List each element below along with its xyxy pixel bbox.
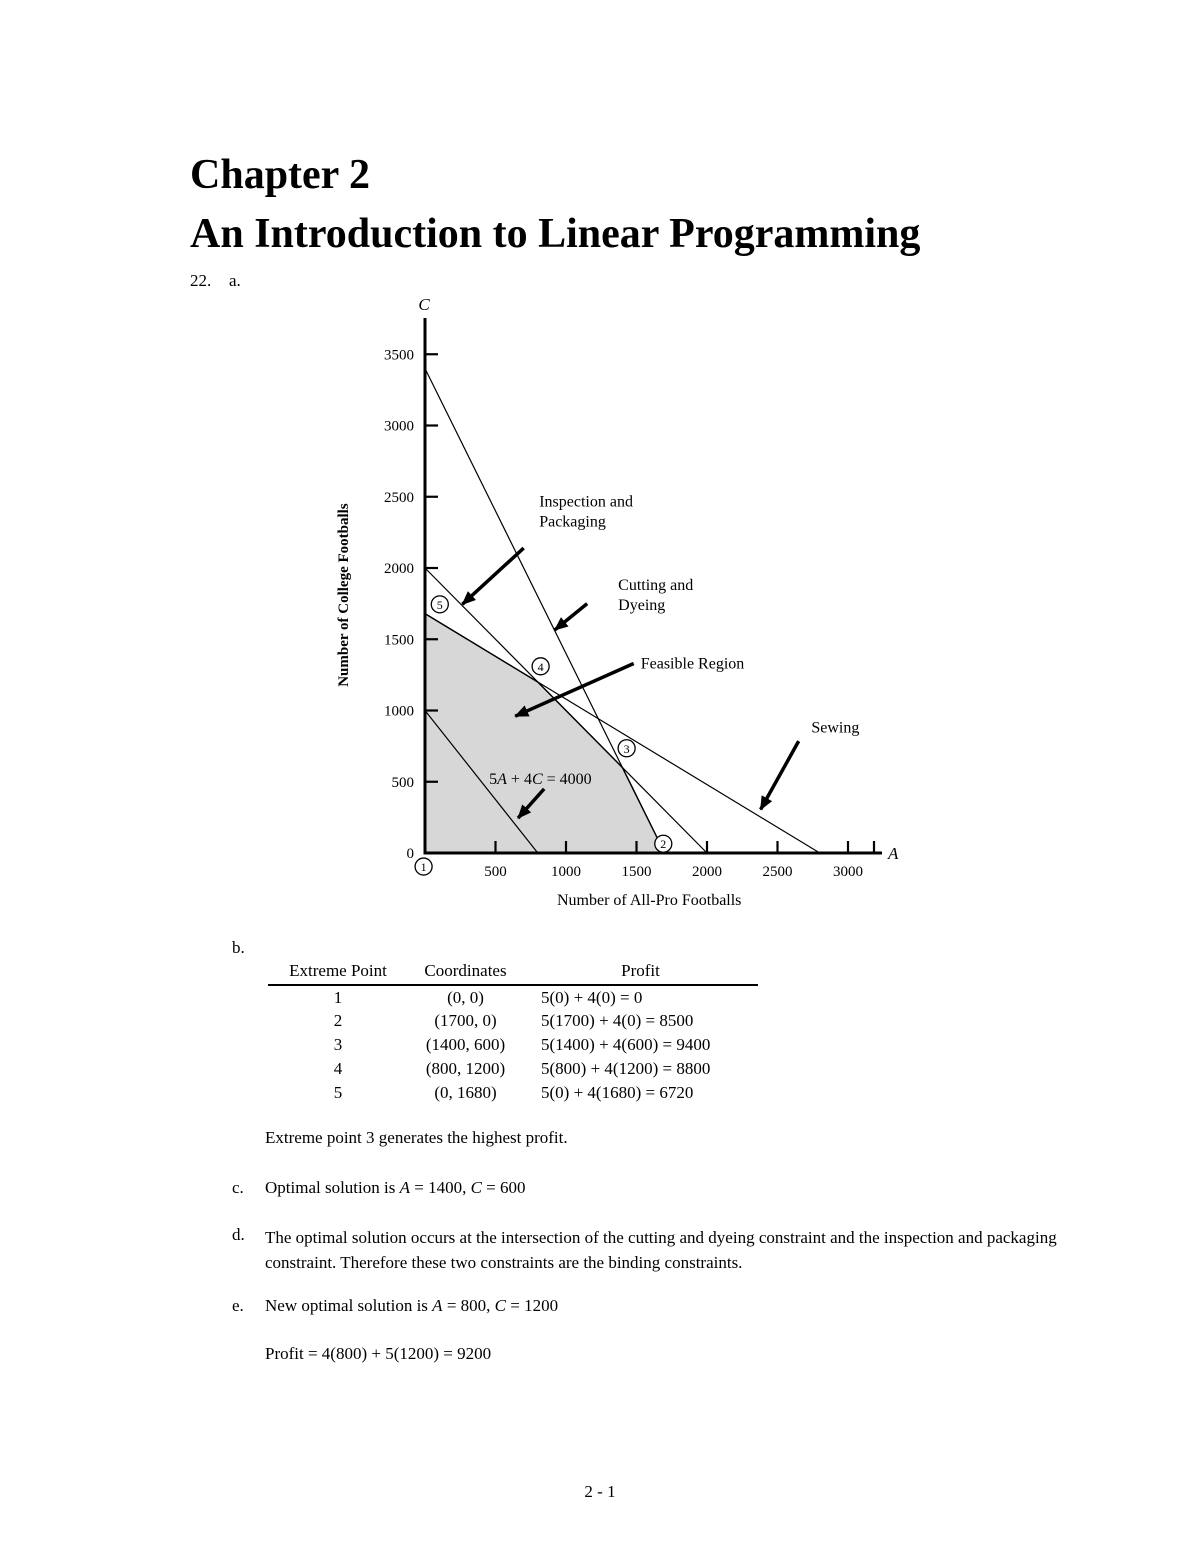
cell-extreme-point: 4 (333, 1059, 343, 1078)
table-header-coordinates: Coordinates (408, 960, 523, 986)
cell-profit: 5(0) + 4(0) = 0 (541, 987, 643, 1007)
extreme-point-marker-label: 4 (538, 660, 544, 674)
part-e-row: e. New optimal solution is A = 800, C = … (232, 1296, 558, 1316)
chapter-title-line2: An Introduction to Linear Programming (190, 211, 921, 257)
5-a-4-c-4000-arrow (516, 787, 546, 820)
extreme-point-marker-label: 3 (624, 742, 630, 756)
table-header-row: Extreme Point Coordinates Profit (268, 960, 758, 986)
part-a-label: a. (229, 271, 241, 290)
table-header-profit: Profit (523, 960, 758, 986)
y-tick-label: 0 (407, 846, 415, 862)
extreme-point-marker (617, 739, 636, 758)
cell-extreme-point: 2 (333, 1011, 343, 1030)
cell-extreme-point: 1 (333, 987, 343, 1007)
x-tick-label: 2500 (763, 864, 793, 880)
answer-c: Optimal solution is A = 1400, C = 600 (265, 1178, 526, 1197)
y-tick-label: 1500 (384, 632, 414, 648)
feasible-region-arrow (514, 661, 635, 718)
part-c-row: c. Optimal solution is A = 1400, C = 600 (232, 1178, 526, 1198)
table-row: 5 (0, 1680) 5(0) + 4(1680) = 6720 (268, 1081, 758, 1105)
cell-coordinates: (1700, 0) (434, 1011, 497, 1030)
cell-extreme-point: 5 (333, 1083, 343, 1102)
objective-function-line-line (424, 710, 539, 854)
sewing-arrow (759, 740, 801, 811)
extreme-point-marker (654, 834, 673, 853)
extreme-point-marker (430, 595, 449, 614)
table-row: 2 (1700, 0) 5(1700) + 4(0) = 8500 (268, 1009, 758, 1033)
inspection-and-arrow (461, 546, 525, 606)
table-note: Extreme point 3 generates the highest pr… (265, 1128, 568, 1147)
x-tick-label: 1000 (551, 864, 581, 880)
answer-e-profit: Profit = 4(800) + 5(1200) = 9200 (265, 1344, 492, 1363)
cell-extreme-point: 3 (333, 1035, 343, 1054)
part-b-label: b. (232, 938, 245, 957)
y-tick-label: 500 (392, 775, 415, 791)
cutting-and-label: Cutting and (618, 577, 693, 594)
extreme-point-marker (531, 657, 550, 676)
x-tick-label: 1500 (622, 864, 652, 880)
problem-number: 22. (190, 271, 212, 290)
problem-22-part-a-row: 22. a. (190, 271, 241, 291)
sewing-label: Sewing (811, 719, 859, 736)
cutting-and-arrow (553, 602, 589, 632)
y-tick-label: 1000 (384, 704, 414, 720)
part-d-label: d. (232, 1225, 245, 1244)
inspection-and-packaging-line (424, 567, 708, 854)
feasible-region (424, 612, 666, 854)
table-header-extreme-point: Extreme Point (268, 960, 408, 986)
extreme-points-table: Extreme Point Coordinates Profit 1 (0, 0… (268, 960, 758, 1105)
part-c-label: c. (232, 1178, 244, 1197)
lp-graph-figure: 0 500 1000 1500 2000 2500 3000 3500 500 1000 1500 2… (336, 295, 899, 909)
x-tick-label: 2000 (692, 864, 722, 880)
cell-coordinates: (1400, 600) (425, 1035, 506, 1054)
y-tick-label: 2000 (384, 561, 414, 577)
cell-profit: 5(800) + 4(1200) = 8800 (541, 1059, 711, 1078)
cell-profit: 5(1400) + 4(600) = 9400 (541, 1035, 711, 1054)
y-tick-label: 2500 (384, 490, 414, 506)
x-axis-symbol: A (887, 844, 899, 863)
extreme-point-marker-label: 5 (437, 598, 443, 612)
answer-d: The optimal solution occurs at the inter… (265, 1228, 1057, 1272)
chapter-title: Chapter 2 An Introduction to Linear Prog… (190, 146, 920, 264)
x-tick-label: 500 (484, 864, 507, 880)
y-axis-symbol: C (418, 295, 430, 314)
y-axis-title: Number of College Footballs (336, 503, 352, 687)
table-row: 3 (1400, 600) 5(1400) + 4(600) = 9400 (268, 1033, 758, 1057)
cell-coordinates: (0, 1680) (434, 1083, 497, 1102)
extreme-point-marker (414, 857, 433, 876)
5-a-4-c-4000-label: 5A + 4C = 4000 (489, 771, 592, 788)
y-tick-label: 3000 (384, 419, 414, 435)
extreme-point-marker-label: 2 (660, 837, 666, 851)
part-e-label: e. (232, 1296, 244, 1315)
cell-profit: 5(0) + 4(1680) = 6720 (541, 1083, 694, 1102)
part-d-row: d. The optimal solution occurs at the in… (232, 1225, 1075, 1275)
x-axis-title: Number of All-Pro Footballs (557, 892, 741, 909)
y-tick-label: 3500 (384, 347, 414, 363)
sewing-line (424, 613, 821, 854)
cell-coordinates: (800, 1200) (425, 1059, 506, 1078)
feasible-region-label: Feasible Region (641, 655, 745, 672)
chapter-title-line1: Chapter 2 (190, 152, 371, 198)
inspection-and-label: Packaging (539, 514, 606, 531)
extreme-point-marker-label: 1 (421, 860, 427, 874)
cell-profit: 5(1700) + 4(0) = 8500 (541, 1011, 694, 1030)
answer-e: New optimal solution is A = 800, C = 120… (265, 1296, 559, 1315)
cell-coordinates: (0, 0) (447, 987, 484, 1007)
x-tick-label: 3000 (833, 864, 863, 880)
page-number: 2 - 1 (584, 1482, 616, 1501)
cutting-and-dyeing-line (424, 368, 666, 854)
table-row: 1 (0, 0) 5(0) + 4(0) = 0 (268, 985, 758, 1009)
cutting-and-label: Dyeing (618, 597, 665, 614)
inspection-and-label: Inspection and (539, 494, 633, 511)
table-row: 4 (800, 1200) 5(800) + 4(1200) = 8800 (268, 1057, 758, 1081)
